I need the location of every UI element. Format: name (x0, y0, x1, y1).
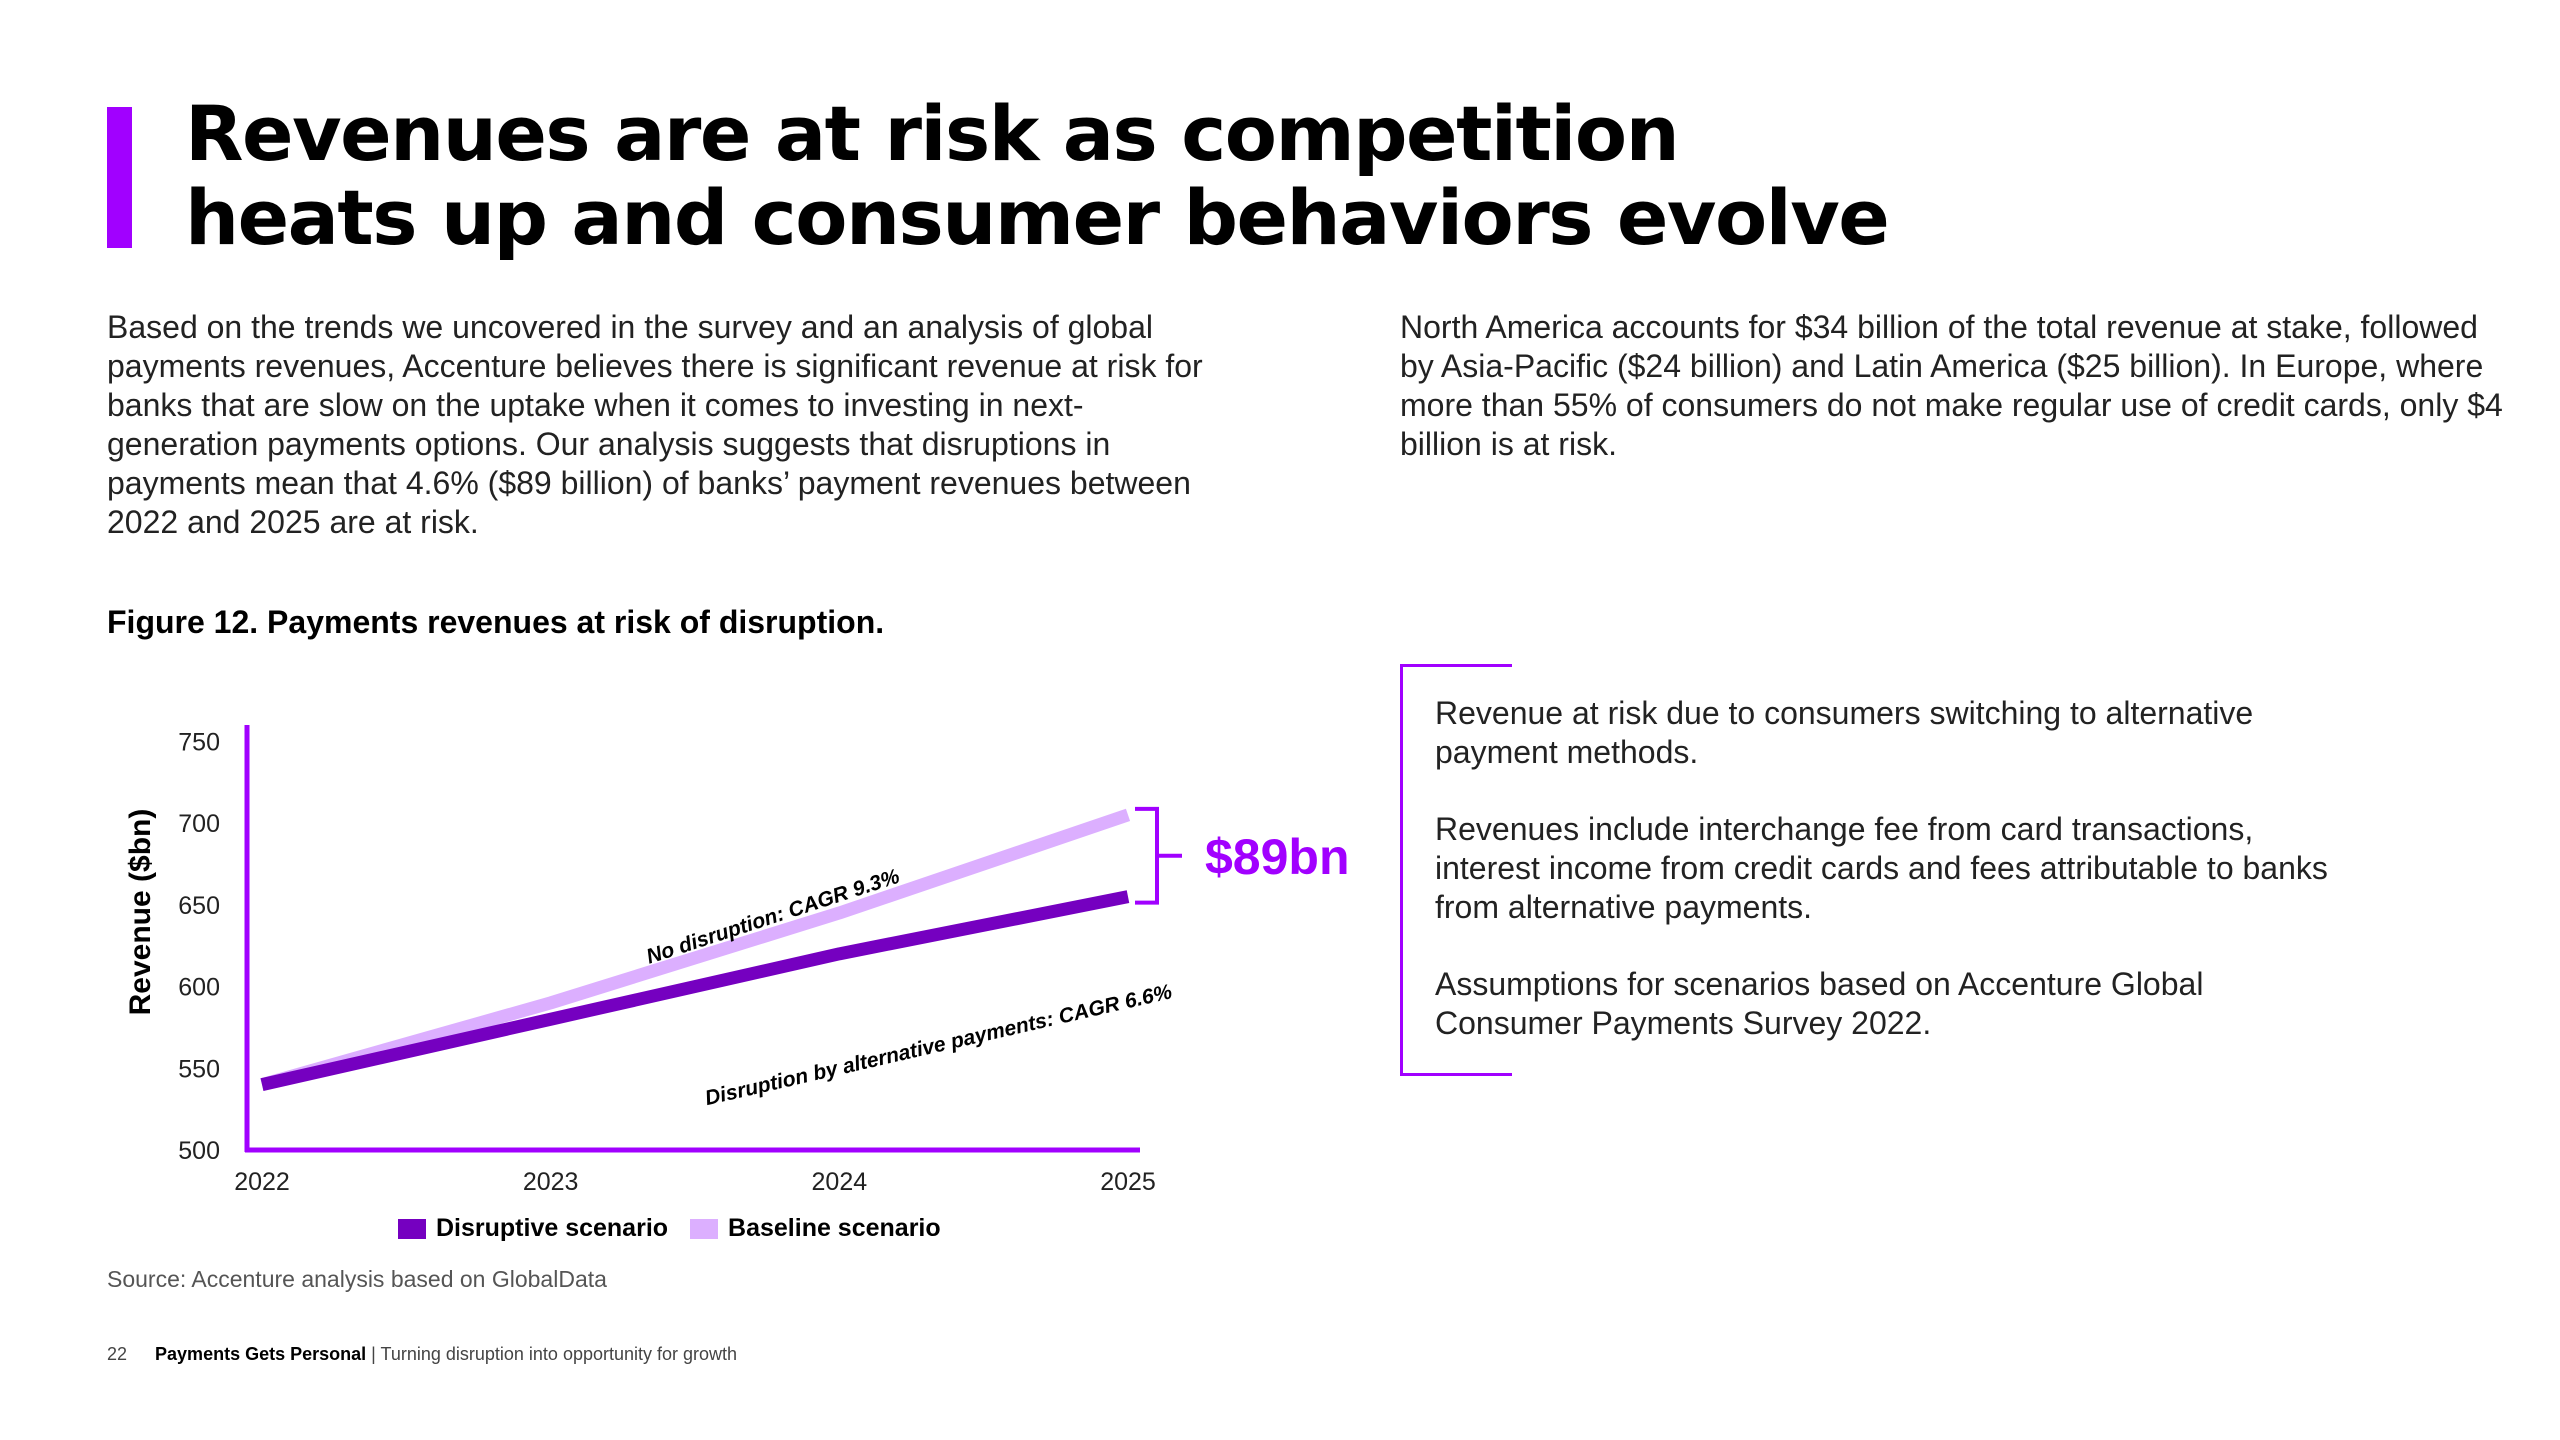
page-title: Revenues are at risk as competition heat… (185, 92, 1985, 260)
chart-legend: Disruptive scenario Baseline scenario (398, 1214, 941, 1243)
note-revenues-include: Revenues include interchange fee from ca… (1435, 811, 2328, 925)
page-number: 22 (107, 1344, 128, 1364)
legend-swatch-disruptive (398, 1218, 426, 1239)
legend-swatch-baseline (690, 1218, 719, 1239)
notes-panel: Revenue at risk due to consumers switchi… (1435, 694, 2335, 1081)
page-footer: 22 Payments Gets Personal | Turning disr… (107, 1344, 737, 1365)
notes-bracket (1400, 664, 1512, 1076)
intro-paragraph-left: Based on the trends we uncovered in the … (107, 309, 1203, 540)
y-tick-label: 550 (178, 1055, 220, 1083)
gap-value-label: $89bn (1205, 829, 1350, 885)
gap-bracket (1135, 806, 1182, 905)
legend-item-baseline: Baseline scenario (690, 1214, 941, 1243)
source-note: Source: Accenture analysis based on Glob… (107, 1266, 607, 1292)
x-tick-label: 2022 (234, 1168, 290, 1196)
y-tick-labels: 500 550 600 650 700 750 (178, 728, 220, 1165)
title-accent-bar (107, 107, 132, 248)
y-tick-label: 600 (178, 974, 220, 1002)
series-lines (260, 808, 1131, 1091)
page-title-line-2: heats up and consumer behaviors evolve (185, 173, 1890, 262)
y-tick-label: 650 (178, 892, 220, 920)
legend-label-disruptive: Disruptive scenario (436, 1214, 669, 1242)
legend-label-baseline: Baseline scenario (728, 1214, 941, 1242)
x-tick-label: 2024 (812, 1168, 868, 1196)
note-assumptions: Assumptions for scenarios based on Accen… (1435, 966, 2204, 1041)
intro-paragraph-right: North America accounts for $34 billion o… (1400, 309, 2503, 462)
y-tick-label: 700 (178, 810, 220, 838)
y-tick-label: 750 (178, 728, 220, 756)
figure-title: Figure 12. Payments revenues at risk of … (107, 604, 885, 640)
x-tick-label: 2023 (523, 1168, 579, 1196)
series-line-baseline (260, 808, 1131, 1091)
note-revenue-at-risk: Revenue at risk due to consumers switchi… (1435, 695, 2254, 770)
y-tick-label: 500 (178, 1137, 220, 1165)
series-line-disruptive (260, 890, 1130, 1091)
footer-doc-title: Payments Gets Personal (155, 1344, 367, 1364)
footer-subtitle: | Turning disruption into opportunity fo… (371, 1344, 738, 1364)
disruptive-cagr-annotation: Disruption by alternative payments: CAGR… (703, 980, 1175, 1110)
x-tick-labels: 2022 2023 2024 2025 (234, 1168, 1156, 1196)
y-axis-label: Revenue ($bn) (124, 809, 157, 1016)
x-tick-label: 2025 (1100, 1168, 1156, 1196)
page-title-line-1: Revenues are at risk as competition (185, 89, 1680, 178)
legend-item-disruptive: Disruptive scenario (398, 1214, 668, 1243)
